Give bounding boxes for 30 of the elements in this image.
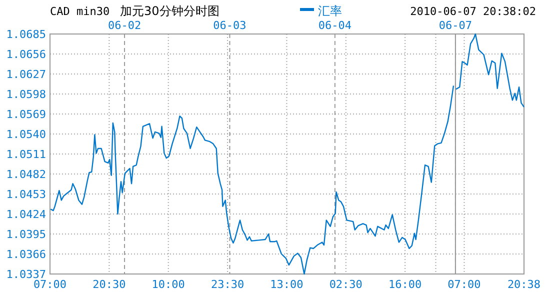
y-tick-label: 1.0569 — [6, 108, 46, 121]
ref-line-label: 06-03 — [213, 19, 246, 32]
y-tick-label: 1.0395 — [6, 228, 46, 241]
x-tick-label: 02:30 — [329, 278, 362, 291]
x-tick-label: 16:00 — [388, 278, 422, 291]
ref-line-label: 06-04 — [318, 19, 352, 32]
chart-title: 加元30分钟分时图 — [120, 4, 220, 18]
x-tick-label: 10:00 — [152, 278, 185, 291]
x-tick-label: 20:30 — [92, 278, 126, 291]
text: 2010-06-07 20:38:02 — [410, 5, 536, 18]
y-tick-label: 1.0453 — [6, 188, 46, 201]
y-tick-label: 1.0424 — [6, 208, 46, 221]
y-tick-label: 1.0627 — [6, 68, 46, 81]
x-tick-label: 20:38 — [507, 278, 541, 291]
chart-subtitle: CAD min30 — [50, 5, 110, 18]
x-tick-label: 07:00 — [33, 278, 67, 291]
legend-label: 汇率 — [318, 4, 342, 18]
x-tick-label: 13:00 — [270, 278, 304, 291]
y-tick-label: 1.0685 — [6, 28, 46, 41]
y-tick-label: 1.0511 — [6, 148, 46, 161]
ref-line-label: 06-02 — [108, 19, 142, 32]
y-tick-label: 1.0366 — [6, 248, 46, 261]
y-tick-label: 1.0656 — [6, 48, 46, 61]
y-tick-label: 1.0337 — [6, 268, 46, 281]
y-tick-label: 1.0540 — [6, 128, 46, 141]
y-tick-label: 1.0482 — [6, 168, 46, 181]
ref-line-label: 06-07 — [438, 19, 472, 32]
x-tick-label: 23:30 — [210, 278, 244, 291]
y-tick-label: 1.0598 — [6, 88, 46, 101]
x-tick-label: 07:00 — [448, 278, 481, 291]
